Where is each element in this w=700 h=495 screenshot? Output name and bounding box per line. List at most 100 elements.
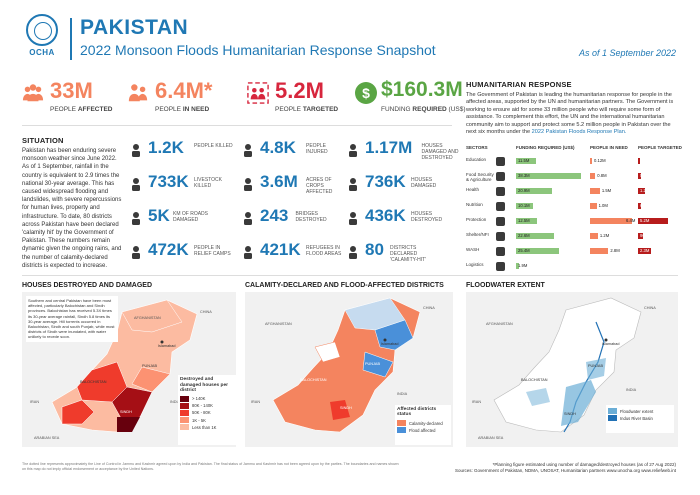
people-target-icon bbox=[247, 82, 269, 104]
pin-label: 6.4M bbox=[626, 217, 636, 223]
sector-row: Shelter/NFI 22.6M 1.2M 900K bbox=[466, 230, 681, 244]
logistics-icon bbox=[496, 262, 505, 271]
pin-label: 2.8M bbox=[610, 247, 620, 253]
flood-map[interactable]: AFGHANISTAN Islamabad PUNJAB BALOCHISTAN… bbox=[466, 292, 678, 447]
sector-row: Nutrition 10.1M 1.0M 600K bbox=[466, 200, 681, 214]
people-group-icon bbox=[22, 84, 44, 102]
stat-value: 3.6M bbox=[260, 172, 298, 191]
response-text: The Government of Pakistan is leading th… bbox=[466, 92, 674, 136]
logo-text: OCHA bbox=[29, 48, 55, 57]
country-title: PAKISTAN bbox=[80, 16, 189, 39]
pin-bar bbox=[590, 173, 596, 179]
map-label: INDIA bbox=[626, 388, 637, 392]
people-need-icon bbox=[128, 84, 148, 102]
legend-label: > 140K bbox=[192, 396, 206, 401]
legend-item: 80K - 140K bbox=[180, 402, 234, 409]
stat-value: 736K bbox=[365, 172, 406, 191]
pin-label: 1.0M bbox=[598, 202, 608, 208]
map-label: IRAN bbox=[30, 400, 40, 404]
stat-item: 1.17M HOUSES DAMAGED AND DESTROYED bbox=[345, 136, 458, 170]
stat-item: 3.6M ACRES OF CROPS AFFECTED bbox=[240, 170, 345, 204]
map-label: Islamabad bbox=[381, 342, 399, 346]
page-title: 2022 Monsoon Floods Humanitarian Respons… bbox=[80, 42, 436, 58]
situation-title: SITUATION bbox=[22, 136, 64, 145]
pt-bar bbox=[638, 233, 644, 239]
ocha-logo: OCHA bbox=[22, 14, 62, 57]
map-label: INDIA bbox=[397, 392, 408, 396]
stat-label: HOUSES DAMAGED AND DESTROYED bbox=[421, 143, 459, 161]
legend-item: Calamity-declared bbox=[397, 420, 449, 426]
house-icon bbox=[345, 142, 361, 158]
calamity-map-title: CALAMITY-DECLARED AND FLOOD-AFFECTED DIS… bbox=[245, 282, 444, 289]
pt-bar bbox=[638, 173, 641, 179]
sector-name: Nutrition bbox=[466, 202, 483, 207]
legend-item: Floodwater extent bbox=[608, 408, 672, 415]
pt-label: 900K bbox=[640, 232, 650, 238]
houses-legend: Destroyed and damaged houses per distric… bbox=[178, 375, 236, 445]
stat-value: 80 bbox=[365, 240, 384, 259]
pin-label: 0.12M bbox=[594, 157, 606, 163]
stat-value: 436K bbox=[365, 206, 406, 225]
pin-label: 1.5M bbox=[601, 187, 612, 193]
map-label: AFGHANISTAN bbox=[134, 316, 161, 320]
legend-swatch bbox=[180, 395, 189, 402]
map-label: ARABIAN SEA bbox=[478, 436, 504, 440]
stat-item: 4.8K PEOPLE INJURED bbox=[240, 136, 345, 170]
pt-bar bbox=[638, 158, 640, 164]
funding-label: 1.9M bbox=[518, 262, 528, 268]
stat-value: 733K bbox=[148, 172, 189, 191]
flood-map-title: FLOODWATER EXTENT bbox=[466, 282, 545, 289]
pt-label: 500K bbox=[640, 172, 650, 178]
shelter-icon bbox=[496, 232, 505, 241]
wash-icon bbox=[496, 247, 505, 256]
legend-label: 50K - 80K bbox=[192, 410, 211, 416]
map-label: BALOCHISTAN bbox=[80, 380, 107, 384]
stat-item: 733K LIVESTOCK KILLED bbox=[128, 170, 233, 204]
flood-legend-items: Floodwater extent Indus River Basin bbox=[608, 408, 672, 422]
stat-label: PEOPLE INJURED bbox=[306, 143, 328, 155]
crops-icon bbox=[240, 176, 256, 192]
response-plan-link[interactable]: 2022 Pakistan Floods Response Plan. bbox=[531, 129, 627, 136]
situation-text: Pakistan has been enduring severe monsoo… bbox=[22, 148, 122, 269]
legend-swatch bbox=[180, 409, 189, 416]
legend-label: Calamity-declared bbox=[409, 420, 443, 426]
legend-label: 1K - 5K bbox=[192, 417, 206, 423]
sector-row: Food Security & Agriculture 38.3M 0.8M 500K bbox=[466, 170, 681, 184]
funding-bar bbox=[516, 173, 582, 179]
header: OCHA PAKISTAN 2022 Monsoon Floods Humani… bbox=[0, 0, 700, 68]
map-label: Islamabad bbox=[158, 344, 176, 348]
stat-label: PEOPLE KILLED bbox=[194, 143, 233, 149]
planning-note: *Planning figure estimated using number … bbox=[492, 462, 676, 467]
map-label: AFGHANISTAN bbox=[486, 322, 513, 326]
pin-label: 1.2M bbox=[599, 232, 610, 238]
header-funding: FUNDING REQUIRED (US$) bbox=[516, 145, 575, 150]
legend-swatch bbox=[397, 420, 406, 426]
houses-legend-items: > 140K 80K - 140K 50K - 80K 1K - 5K Less tha… bbox=[180, 395, 234, 431]
legend-item: Less than 1K bbox=[180, 424, 234, 431]
footer-disclaimer: The dotted line represents approximately… bbox=[22, 462, 399, 471]
calamity-legend: Affected districts status Calamity-decla… bbox=[395, 405, 451, 445]
sector-row: Protection 12.5M 6.4M 5.2M bbox=[466, 215, 681, 229]
calamity-legend-items: Calamity-declared Flood affected bbox=[397, 420, 449, 434]
sector-row: Health 20.9M 1.5M 1.2M bbox=[466, 185, 681, 199]
legend-swatch bbox=[180, 402, 189, 409]
refugee-icon bbox=[240, 244, 256, 260]
house-destroyed-icon bbox=[345, 210, 361, 226]
legend-swatch bbox=[180, 417, 189, 424]
map-label: ARABIAN SEA bbox=[34, 436, 60, 440]
sector-name: Education bbox=[466, 157, 487, 162]
stat-item: 421K REFUGEES IN FLOOD AREAS bbox=[240, 238, 345, 272]
sector-name: Protection bbox=[466, 217, 487, 222]
sources-line: Sources: Government of Pakistan, NDMA, U… bbox=[454, 468, 676, 473]
stat-label: ACRES OF CROPS AFFECTED bbox=[306, 177, 333, 195]
funding-label: 22.6M bbox=[518, 232, 530, 238]
un-emblem-icon bbox=[26, 14, 58, 46]
header-divider bbox=[70, 18, 72, 60]
stat-value: 472K bbox=[148, 240, 189, 259]
funding-bar bbox=[516, 263, 520, 269]
legend-item: Flood affected bbox=[397, 427, 449, 434]
funding-bar bbox=[516, 188, 552, 194]
sector-row: WASH 25.4M 2.8M 2.3M bbox=[466, 245, 681, 259]
houses-map-title: HOUSES DESTROYED AND DAMAGED bbox=[22, 282, 153, 289]
sector-row: Education 11.5M 0.12M 270K bbox=[466, 155, 681, 169]
